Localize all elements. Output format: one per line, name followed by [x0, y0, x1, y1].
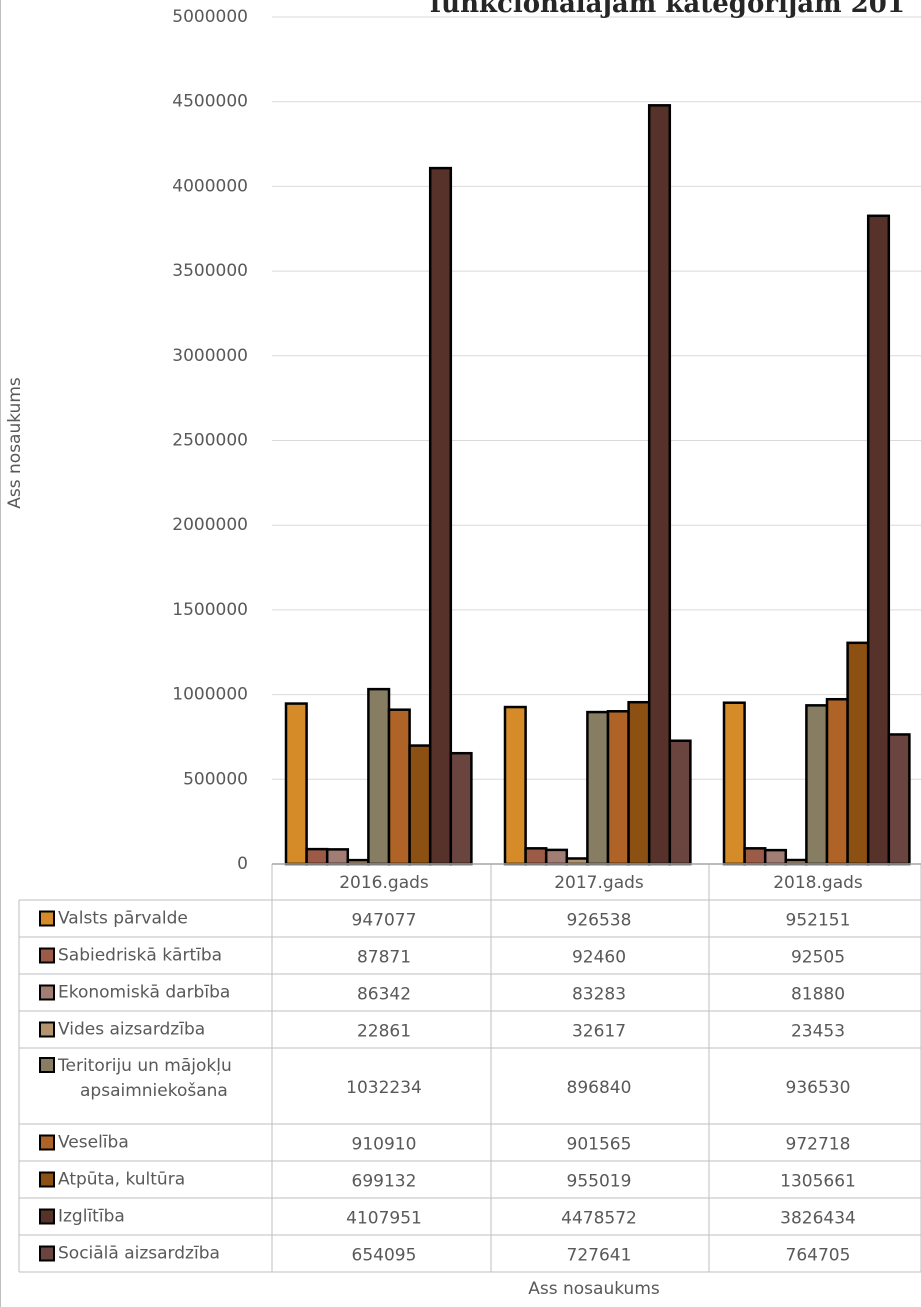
- bar: [387, 708, 411, 866]
- x-tick-label: 2017.gads: [554, 873, 644, 893]
- bar: [544, 848, 569, 866]
- bar: [743, 847, 767, 866]
- table-cell: 23453: [791, 1022, 845, 1042]
- table-cell: 972718: [786, 1135, 851, 1155]
- bar: [524, 847, 548, 866]
- y-tick-label: 1000000: [172, 685, 248, 705]
- table-cell: 92505: [791, 948, 845, 968]
- table-cell: 92460: [572, 948, 626, 968]
- y-tick-label: 3500000: [172, 261, 248, 281]
- table-cell: 22861: [357, 1022, 411, 1042]
- bar: [408, 744, 432, 866]
- legend-label: apsaimniekošana: [80, 1081, 228, 1101]
- bar: [503, 705, 527, 866]
- legend-label: Teritoriju un mājokļu: [57, 1056, 232, 1076]
- chart-title: funkcionālajām kategorijām 201: [430, 0, 905, 19]
- bar: [763, 848, 788, 866]
- bar: [668, 739, 692, 866]
- legend-label: Sociālā aizsardzība: [58, 1244, 220, 1264]
- table-cell: 86342: [357, 985, 411, 1005]
- y-tick-label: 2500000: [172, 431, 248, 451]
- y-tick-label: 0: [237, 854, 248, 874]
- legend-label: Sabiedriskā kārtība: [58, 946, 222, 966]
- legend-swatch: [39, 1171, 55, 1188]
- y-tick-label: 4500000: [172, 92, 248, 112]
- table-cell: 727641: [567, 1246, 632, 1266]
- y-tick-label: 4000000: [172, 176, 248, 196]
- bar: [805, 704, 829, 866]
- table-cell: 654095: [352, 1246, 417, 1266]
- legend-swatch: [39, 910, 55, 927]
- bar: [846, 641, 870, 866]
- bar: [284, 702, 308, 866]
- table-cell: 947077: [352, 911, 417, 931]
- bar: [428, 166, 453, 866]
- table-cell: 764705: [786, 1246, 851, 1266]
- table-cell: 952151: [786, 911, 851, 931]
- x-tick-label: 2016.gads: [339, 873, 429, 893]
- bar: [627, 700, 651, 866]
- legend-swatch: [39, 1208, 55, 1225]
- table-cell: 32617: [572, 1022, 626, 1042]
- x-axis-label: Ass nosaukums: [528, 1279, 660, 1299]
- y-tick-label: 5000000: [172, 7, 248, 27]
- legend-swatch: [39, 1021, 55, 1038]
- legend-swatch: [39, 947, 55, 964]
- bar: [325, 848, 350, 866]
- y-tick-label: 500000: [183, 769, 248, 789]
- table-cell: 81880: [791, 985, 845, 1005]
- legend-swatch: [39, 984, 55, 1001]
- table-cell: 87871: [357, 948, 411, 968]
- y-axis-label: Ass nosaukums: [5, 377, 25, 509]
- bar: [367, 687, 391, 866]
- table-cell: 926538: [567, 911, 632, 931]
- table-cell: 699132: [352, 1172, 417, 1192]
- table-cell: 955019: [567, 1172, 632, 1192]
- legend-label: Ekonomiskā darbība: [58, 983, 230, 1003]
- bar: [586, 710, 610, 866]
- bar: [722, 701, 746, 866]
- legend-label: Izglītība: [58, 1207, 125, 1227]
- table-cell: 4107951: [346, 1209, 422, 1229]
- x-tick-label: 2018.gads: [773, 873, 863, 893]
- legend-label: Valsts pārvalde: [58, 909, 188, 929]
- legend-swatch: [39, 1134, 55, 1151]
- table-cell: 1032234: [346, 1078, 422, 1098]
- legend-label: Veselība: [58, 1133, 129, 1153]
- legend-label: Vides aizsardzība: [58, 1020, 205, 1040]
- table-cell: 910910: [352, 1135, 417, 1155]
- legend-swatch: [39, 1057, 55, 1073]
- bar: [887, 733, 911, 866]
- table-cell: 896840: [567, 1078, 632, 1098]
- legend-label: Atpūta, kultūra: [58, 1170, 185, 1190]
- y-tick-label: 1500000: [172, 600, 248, 620]
- y-tick-label: 3000000: [172, 346, 248, 366]
- bar: [647, 104, 672, 866]
- bar: [866, 214, 891, 866]
- legend-swatch: [39, 1245, 55, 1262]
- table-cell: 83283: [572, 985, 626, 1005]
- table-cell: 4478572: [561, 1209, 637, 1229]
- y-tick-label: 2000000: [172, 515, 248, 535]
- bar: [305, 847, 329, 866]
- table-cell: 3826434: [780, 1209, 856, 1229]
- table-cell: 901565: [567, 1135, 632, 1155]
- bar: [825, 697, 849, 866]
- bar: [449, 751, 473, 866]
- bar: [606, 710, 630, 866]
- table-cell: 936530: [786, 1078, 851, 1098]
- table-cell: 1305661: [780, 1172, 856, 1192]
- bar: [565, 857, 589, 866]
